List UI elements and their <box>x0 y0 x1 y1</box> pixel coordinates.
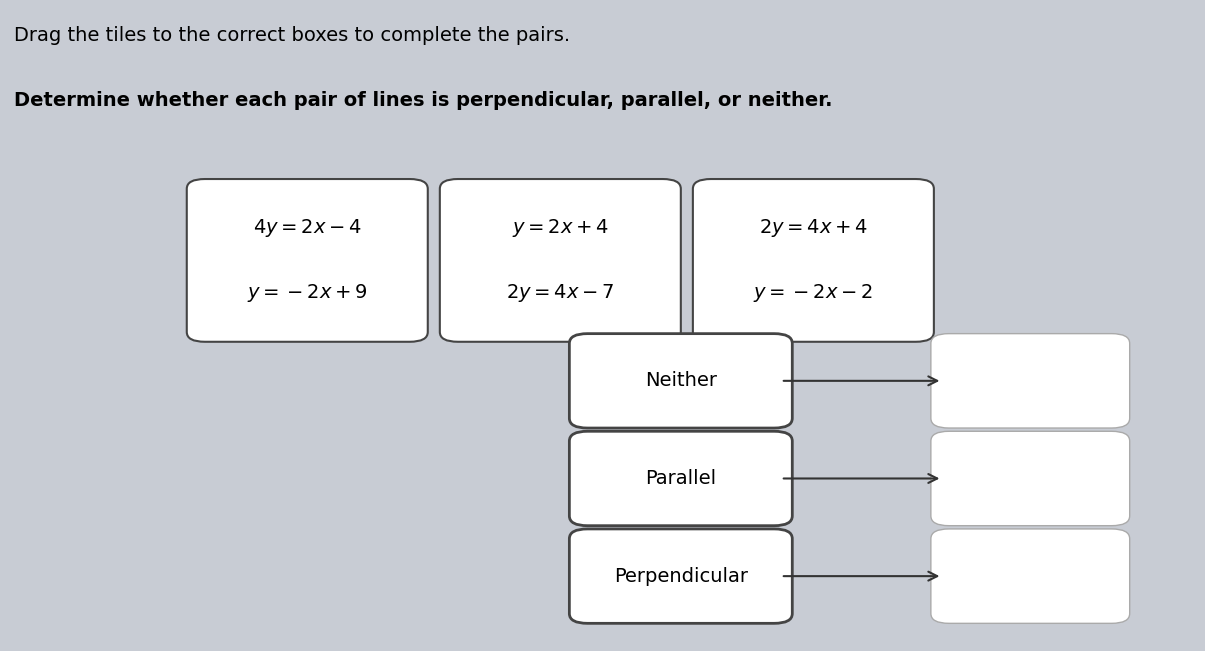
Text: $y = -2x + 9$: $y = -2x + 9$ <box>247 282 368 304</box>
FancyBboxPatch shape <box>930 333 1130 428</box>
FancyBboxPatch shape <box>930 431 1130 526</box>
FancyBboxPatch shape <box>569 431 793 526</box>
FancyBboxPatch shape <box>569 529 793 624</box>
Text: $2y = 4x + 4$: $2y = 4x + 4$ <box>759 217 868 239</box>
FancyBboxPatch shape <box>187 179 428 342</box>
Text: $2y = 4x - 7$: $2y = 4x - 7$ <box>506 282 615 304</box>
Text: Determine whether each pair of lines is perpendicular, parallel, or neither.: Determine whether each pair of lines is … <box>14 91 833 110</box>
FancyBboxPatch shape <box>569 333 793 428</box>
Text: Parallel: Parallel <box>645 469 717 488</box>
Text: $y = -2x - 2$: $y = -2x - 2$ <box>753 282 874 304</box>
Text: Perpendicular: Perpendicular <box>613 566 748 586</box>
FancyBboxPatch shape <box>440 179 681 342</box>
FancyBboxPatch shape <box>930 529 1130 624</box>
Text: Neither: Neither <box>645 371 717 391</box>
Text: Drag the tiles to the correct boxes to complete the pairs.: Drag the tiles to the correct boxes to c… <box>14 26 571 45</box>
Text: $4y = 2x - 4$: $4y = 2x - 4$ <box>253 217 362 239</box>
Text: $y = 2x + 4$: $y = 2x + 4$ <box>512 217 609 239</box>
FancyBboxPatch shape <box>693 179 934 342</box>
